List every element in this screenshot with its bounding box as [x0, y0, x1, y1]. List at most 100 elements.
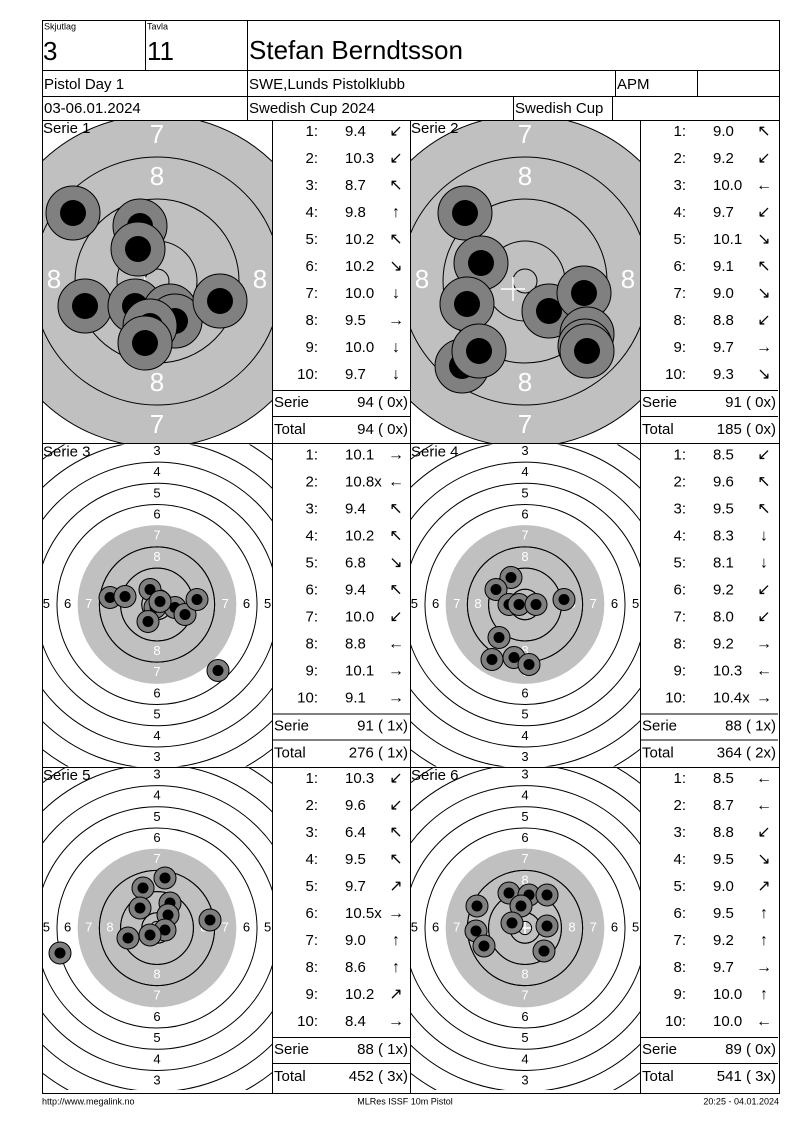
shot-direction: ↖	[757, 474, 770, 491]
shot-hole-center	[541, 920, 553, 932]
ring-label: 6	[153, 830, 160, 845]
shot-score: 10.2	[345, 231, 374, 248]
shot-score: 9.5	[713, 851, 734, 868]
shot-number: 6:	[673, 258, 686, 275]
ring-label: 3	[521, 1072, 528, 1087]
ring-label: 8	[153, 643, 160, 658]
shot-direction: ↓	[760, 528, 768, 545]
shot-score: 10.3	[345, 150, 374, 167]
shot-hole-center	[125, 236, 151, 262]
shot-hole-center	[159, 924, 171, 936]
shot-score: 9.4	[345, 500, 366, 517]
shot-direction: ↑	[392, 932, 400, 949]
club: SWE,Lunds Pistolklubb	[249, 76, 405, 93]
ring-label: 3	[153, 443, 160, 458]
shot-direction: ↖	[389, 501, 402, 518]
ring-label: 6	[64, 596, 71, 611]
shot-direction: ↗	[389, 986, 402, 1003]
ring-label: 6	[153, 507, 160, 522]
shot-direction: →	[756, 636, 772, 653]
shot-hole-center	[478, 940, 490, 952]
shot-number: 1:	[673, 770, 686, 787]
shot-score: 9.2	[713, 635, 734, 652]
shot-score: 6.4	[345, 824, 366, 841]
ring	[56, 827, 258, 1029]
shot-direction: ↓	[392, 366, 400, 383]
shot-hole-center	[541, 889, 553, 901]
shot-number: 5:	[305, 554, 318, 571]
ring-label: 7	[518, 119, 532, 149]
shot-hole-center	[119, 591, 131, 602]
ring-label: 7	[521, 851, 528, 866]
shot-number: 6:	[305, 581, 318, 598]
ring	[411, 785, 640, 1071]
shot-score: 10.0	[713, 986, 742, 1003]
shot-hole-center	[538, 945, 550, 957]
shot-hole-center	[536, 298, 562, 324]
shot-hole-center	[530, 599, 542, 610]
shot-hole-center	[162, 909, 174, 921]
shot-direction: ←	[756, 770, 772, 787]
shot-number: 2:	[305, 797, 318, 814]
ring	[43, 156, 272, 406]
ring-label: 6	[64, 919, 71, 934]
shot-number: 7:	[673, 932, 686, 949]
ring-label: 5	[521, 809, 528, 824]
ring-label: 7	[590, 919, 597, 934]
total-label: Total	[274, 1068, 306, 1085]
shot-hole-center	[490, 584, 502, 595]
ring-label: 8	[150, 367, 164, 397]
ring-label: 7	[518, 409, 532, 439]
shot-number: 3:	[305, 177, 318, 194]
shot-direction: →	[388, 663, 404, 680]
shot-direction: ↘	[757, 285, 770, 302]
shot-number: 7:	[305, 285, 318, 302]
shot-number: 10:	[297, 689, 318, 706]
date: 03-06.01.2024	[44, 100, 141, 117]
series-title: Serie 5	[43, 767, 91, 784]
shot-score: 9.8	[345, 204, 366, 221]
event: Pistol Day 1	[44, 76, 124, 93]
shot-direction: ↙	[757, 312, 770, 329]
shot-score: 10.0	[713, 1013, 742, 1030]
shot-number: 8:	[673, 959, 686, 976]
total-label: Total	[274, 421, 306, 438]
serie-label: Serie	[274, 394, 309, 411]
ring-label: 3	[521, 766, 528, 781]
serie-label: Serie	[642, 1041, 677, 1058]
shot-number: 5:	[673, 554, 686, 571]
shot-direction: ↖	[757, 501, 770, 518]
ring-label: 3	[153, 766, 160, 781]
shot-number: 3:	[673, 500, 686, 517]
serie-score: 88 ( 1x)	[357, 1041, 408, 1058]
shot-score: 9.4	[345, 581, 366, 598]
shot-number: 7:	[673, 285, 686, 302]
shot-number: 9:	[305, 339, 318, 356]
ring-label: 8	[521, 872, 528, 887]
shot-direction: ↘	[757, 231, 770, 248]
ring-label: 7	[590, 596, 597, 611]
shot-score: 9.6	[713, 473, 734, 490]
target: 7 7 8 8 8 8	[43, 121, 272, 443]
shot-number: 1:	[673, 123, 686, 140]
shot-direction: →	[756, 690, 772, 707]
shot-number: 7:	[305, 608, 318, 625]
shot-score: 8.0	[713, 608, 734, 625]
ring	[411, 482, 640, 727]
shot-hole-center	[60, 200, 86, 226]
shot-number: 9:	[673, 662, 686, 679]
shot-number: 4:	[305, 527, 318, 544]
ring-label: 3	[521, 443, 528, 458]
shot-direction: →	[756, 959, 772, 976]
shot-number: 1:	[305, 446, 318, 463]
shot-hole-center	[468, 250, 494, 276]
shot-score: 9.6	[345, 797, 366, 814]
shot-number: 9:	[305, 986, 318, 1003]
ring-label: 4	[153, 788, 160, 803]
ring-label: 5	[153, 707, 160, 722]
series-title: Serie 6	[411, 767, 459, 784]
ring-label: 8	[521, 643, 528, 658]
footer-right: 20:25 - 04.01.2024	[703, 1096, 779, 1106]
shot-direction: →	[388, 447, 404, 464]
ring	[43, 482, 272, 727]
